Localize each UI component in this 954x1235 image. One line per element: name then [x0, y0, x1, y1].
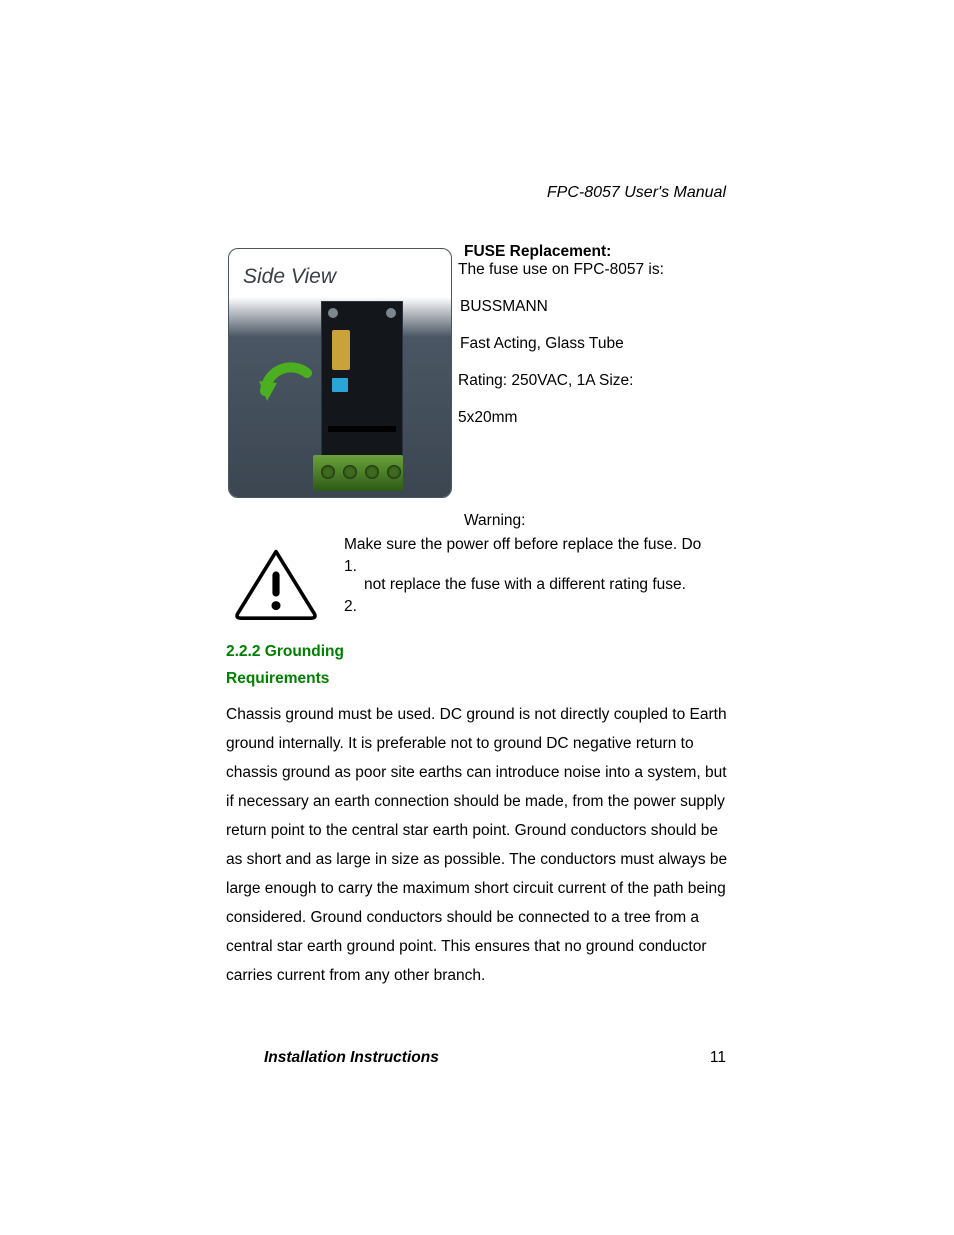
fuse-line: 5x20mm [458, 409, 517, 427]
terminal-hole [365, 465, 379, 479]
warning-text: Warning: Make sure the power off before … [344, 512, 701, 594]
section-heading-line: 2.2.2 Grounding [226, 643, 344, 661]
fuse-line: BUSSMANN [460, 298, 548, 316]
screw-icon [328, 308, 338, 318]
page-header-title: FPC-8057 User's Manual [547, 184, 726, 202]
terminal-hole [321, 465, 335, 479]
screw-icon [386, 308, 396, 318]
fuse-line: The fuse use on FPC-8057 is: [458, 261, 664, 279]
component [332, 378, 348, 392]
warning-triangle-icon [228, 548, 324, 620]
terminal-block [313, 455, 403, 491]
page-root: FPC-8057 User's Manual Side View [0, 0, 954, 1235]
terminal-hole [343, 465, 357, 479]
side-view-figure: Side View [228, 248, 452, 498]
device-slot [321, 301, 403, 473]
warning-line: not replace the fuse with a different ra… [364, 576, 701, 594]
grounding-requirements-paragraph: Chassis ground must be used. DC ground i… [226, 700, 730, 990]
terminal-hole [387, 465, 401, 479]
list-number: 1. [344, 558, 357, 576]
figure-label: Side View [243, 265, 336, 289]
rotation-arrow-icon [257, 361, 321, 425]
list-number: 2. [344, 598, 357, 616]
warning-label: Warning: [464, 512, 701, 530]
section-heading-line: Requirements [226, 670, 329, 688]
fuse-line: Rating: 250VAC, 1A Size: [458, 372, 633, 390]
footer-section-title: Installation Instructions [264, 1049, 439, 1067]
fuse-component [332, 330, 350, 370]
page-number: 11 [710, 1049, 726, 1067]
fuse-line: Fast Acting, Glass Tube [460, 335, 624, 353]
pcb-edge [328, 426, 396, 432]
warning-line: Make sure the power off before replace t… [344, 536, 701, 554]
device-body [229, 297, 451, 497]
fuse-replacement-heading: FUSE Replacement: [464, 243, 611, 261]
